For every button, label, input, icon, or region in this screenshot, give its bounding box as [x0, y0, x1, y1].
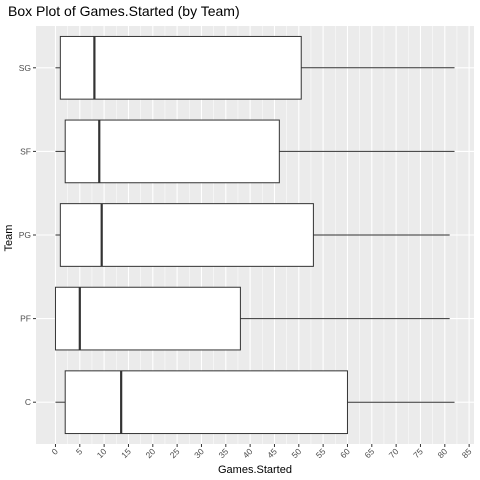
- box-iqr: [59, 203, 314, 267]
- chart-title: Box Plot of Games.Started (by Team): [8, 3, 240, 19]
- x-tick-label: 85: [460, 446, 474, 460]
- x-tick-label: 50: [289, 446, 303, 460]
- y-tick-label: SF: [20, 146, 31, 156]
- x-tick-label: 5: [74, 446, 85, 457]
- x-axis: 0 5 10 15 20 25 30 35 40 45 50 55 60 65 70 75 80 85: [49, 444, 474, 460]
- box-iqr: [64, 119, 280, 184]
- y-tick-label: PG: [19, 230, 31, 240]
- x-tick-label: 20: [143, 446, 157, 460]
- box-c: [55, 370, 455, 435]
- y-tick-label: SG: [19, 63, 31, 73]
- x-tick-label: 80: [435, 446, 449, 460]
- box-iqr: [59, 35, 302, 100]
- boxes: [54, 35, 455, 435]
- x-tick-label: 10: [95, 446, 109, 460]
- x-tick-label: 65: [362, 446, 376, 460]
- box-pg: [55, 203, 450, 267]
- box-pf: [54, 286, 450, 351]
- x-axis-title: Games.Started: [218, 464, 292, 476]
- box-iqr: [54, 286, 241, 351]
- box-sf: [55, 119, 455, 184]
- x-tick-label: 40: [241, 446, 255, 460]
- box-sg: [55, 35, 455, 100]
- x-tick-label: 0: [49, 446, 60, 457]
- box-iqr: [64, 370, 348, 435]
- x-tick-label: 25: [168, 446, 182, 460]
- x-tick-label: 15: [119, 446, 133, 460]
- y-axis-title: Team: [3, 225, 15, 252]
- x-tick-label: 45: [265, 446, 279, 460]
- y-axis: C PF PG SF SG: [19, 63, 36, 407]
- y-tick-label: C: [25, 397, 31, 407]
- x-tick-label: 35: [216, 446, 230, 460]
- x-tick-label: 55: [314, 446, 328, 460]
- x-tick-label: 75: [411, 446, 425, 460]
- x-tick-label: 70: [387, 446, 401, 460]
- y-tick-label: PF: [20, 314, 31, 324]
- x-tick-label: 60: [338, 446, 352, 460]
- x-tick-label: 30: [192, 446, 206, 460]
